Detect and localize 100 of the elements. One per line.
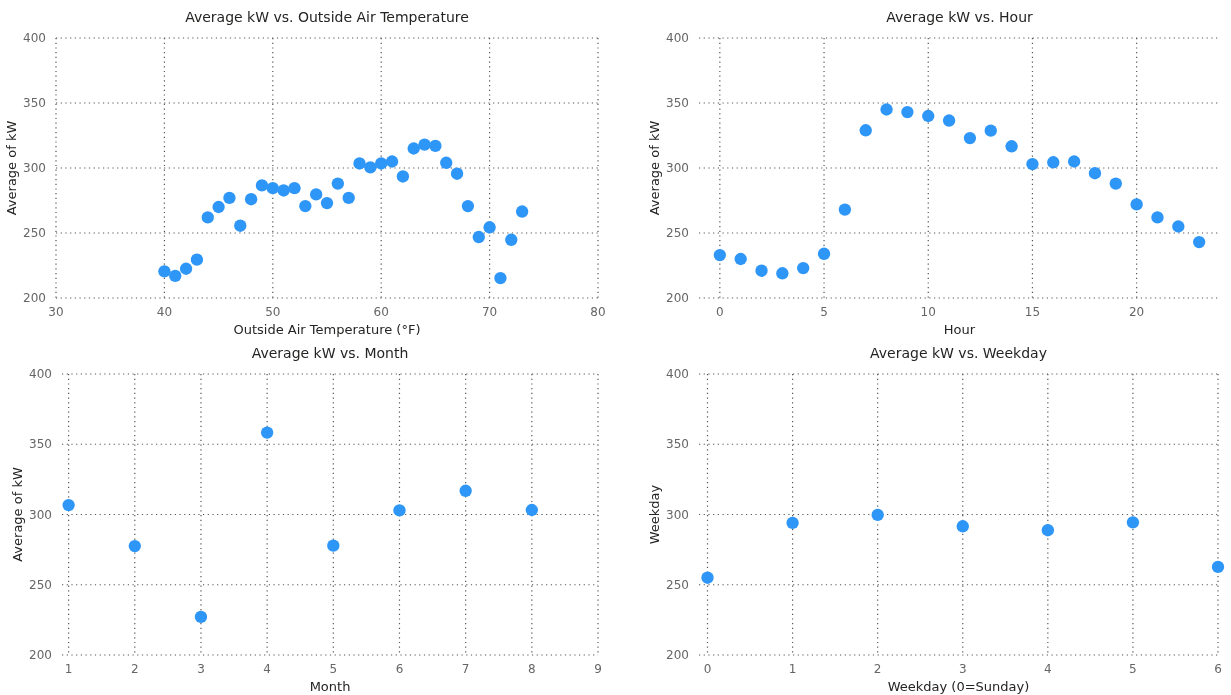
point [375, 157, 388, 170]
point [1047, 156, 1060, 169]
point [255, 179, 269, 192]
x-tick-label: 6 [395, 662, 404, 676]
point [299, 199, 312, 213]
x-tick-label: 6 [1214, 662, 1222, 676]
point [1005, 140, 1018, 153]
point [786, 516, 799, 530]
point [393, 504, 406, 517]
point [472, 230, 485, 244]
x-tick-label: 1 [788, 662, 797, 676]
point [880, 103, 893, 116]
y-axis-title: Weekday [647, 484, 662, 545]
x-tick-label: 8 [528, 662, 536, 676]
point [62, 498, 75, 512]
point [194, 610, 208, 624]
point [260, 426, 274, 439]
point [331, 177, 345, 190]
point [1192, 235, 1206, 249]
x-axis-title: Outside Air Temperature (°F) [233, 322, 421, 337]
x-tick-label: 30 [48, 305, 64, 319]
chart-title: Average kW vs. Outside Air Temperature [185, 9, 469, 25]
y-tick-label: 300 [29, 507, 52, 522]
chart-title: Average kW vs. Weekday [870, 345, 1047, 361]
point [158, 265, 171, 278]
point [956, 520, 969, 533]
point [353, 157, 366, 170]
point [984, 124, 997, 137]
x-tick-label: 20 [1129, 305, 1145, 319]
y-tick-label: 200 [666, 291, 689, 306]
x-tick-label: 10 [920, 305, 936, 319]
x-tick-label: 5 [820, 305, 828, 319]
x-tick-label: 5 [329, 662, 338, 676]
point [963, 131, 977, 145]
point [838, 203, 852, 216]
point [396, 170, 410, 183]
point [1088, 167, 1102, 180]
point [505, 233, 518, 246]
point [701, 571, 714, 584]
x-axis-title: Weekday (0=Sunday) [887, 679, 1030, 694]
y-tick-label: 300 [23, 161, 46, 176]
x-tick-label: 2 [873, 662, 882, 676]
y-tick-label: 350 [23, 96, 46, 111]
point [190, 253, 204, 266]
x-tick-label: 80 [590, 305, 606, 319]
point [922, 109, 935, 123]
x-tick-label: 0 [716, 305, 724, 319]
point [494, 271, 507, 285]
point [1126, 516, 1140, 529]
point [288, 181, 301, 195]
y-tick-label: 350 [666, 437, 689, 452]
y-tick-label: 400 [666, 31, 689, 46]
y-tick-label: 350 [666, 96, 689, 111]
point [871, 508, 884, 522]
y-axis-title: Average of kW [647, 120, 662, 216]
point [407, 142, 420, 155]
x-tick-label: 2 [130, 662, 139, 676]
point [1067, 155, 1081, 168]
y-axis-title: Average of kW [10, 467, 25, 562]
point [429, 139, 442, 153]
point [1109, 177, 1122, 190]
point [1211, 560, 1225, 574]
x-tick-label: 3 [958, 662, 967, 676]
point [440, 156, 453, 169]
point [418, 138, 431, 151]
x-tick-label: 15 [1024, 305, 1041, 319]
y-tick-label: 250 [23, 226, 46, 241]
point [859, 124, 872, 137]
point [525, 503, 539, 517]
point [461, 199, 475, 213]
x-tick-label: 4 [1044, 662, 1052, 676]
point [1172, 220, 1185, 233]
y-tick-label: 250 [666, 226, 689, 241]
x-tick-label: 7 [461, 662, 470, 676]
point [244, 193, 258, 206]
point [713, 248, 727, 262]
point [223, 191, 236, 205]
y-tick-label: 200 [666, 648, 689, 663]
point [342, 191, 355, 205]
point [179, 262, 193, 275]
x-tick-label: 1 [64, 662, 73, 676]
x-tick-label: 3 [197, 662, 205, 676]
y-tick-label: 350 [29, 437, 52, 452]
x-tick-label: 60 [373, 305, 389, 319]
x-axis-title: Month [309, 679, 351, 694]
point [320, 196, 334, 210]
point [169, 269, 182, 283]
point [817, 247, 831, 260]
point [1026, 157, 1039, 171]
point [234, 219, 247, 232]
x-tick-label: 70 [481, 305, 498, 319]
point [734, 252, 747, 266]
point [901, 105, 914, 119]
point [364, 161, 377, 174]
point [1041, 524, 1055, 537]
x-tick-label: 9 [594, 662, 602, 676]
y-tick-label: 400 [29, 367, 52, 382]
y-tick-label: 400 [23, 31, 46, 46]
point [327, 539, 340, 552]
point [266, 181, 279, 195]
